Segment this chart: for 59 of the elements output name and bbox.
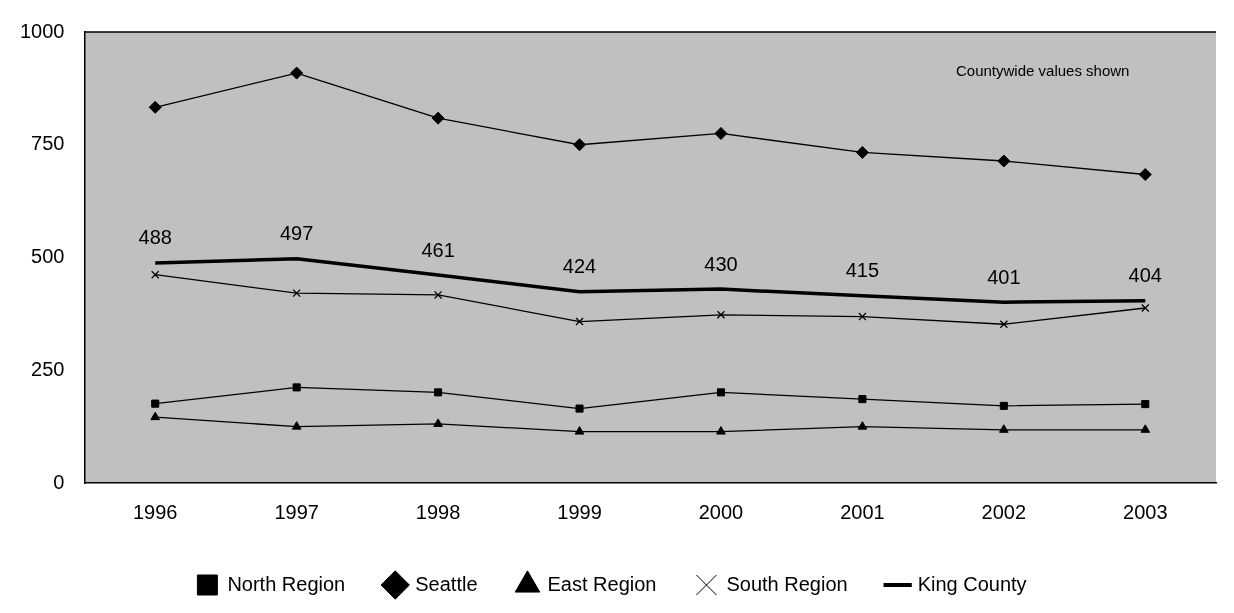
- legend-label: East Region: [547, 572, 657, 595]
- point: [148, 100, 162, 114]
- x-tick-label: 1997: [274, 500, 319, 523]
- x-tick-label: 1999: [557, 500, 602, 523]
- point: [1138, 168, 1152, 182]
- point: [857, 421, 868, 430]
- point: [573, 138, 587, 152]
- x-tick-label: 2003: [1123, 500, 1168, 523]
- point: [716, 426, 726, 435]
- legend-label: King County: [917, 572, 1027, 595]
- data-label: 424: [562, 255, 597, 278]
- point: [574, 426, 585, 435]
- point: [1141, 400, 1150, 409]
- point: [1140, 424, 1151, 433]
- point: [150, 411, 161, 421]
- x-tick-label: 2002: [981, 500, 1027, 523]
- point: [151, 270, 160, 279]
- data-label: 401: [987, 265, 1021, 288]
- point: [434, 388, 443, 397]
- y-tick-label: 1000: [19, 19, 65, 42]
- point: [855, 145, 869, 159]
- data-label: 430: [704, 252, 738, 275]
- point: [433, 418, 443, 427]
- point: [292, 288, 301, 298]
- y-tick-label: 0: [53, 470, 65, 493]
- point: [433, 290, 443, 300]
- point: [999, 320, 1009, 329]
- y-tick-label: 750: [31, 132, 65, 155]
- legend-label: South Region: [726, 572, 848, 595]
- y-tick-label: 250: [31, 357, 65, 380]
- point: [714, 126, 728, 140]
- point: [858, 312, 867, 321]
- point: [999, 424, 1009, 433]
- legend-label: North Region: [227, 572, 346, 595]
- point: [431, 111, 445, 125]
- data-label: 404: [1128, 264, 1162, 287]
- point: [291, 421, 302, 430]
- x-tick-label: 2000: [698, 500, 744, 523]
- legend-label: Seattle: [415, 572, 478, 595]
- point: [151, 399, 160, 408]
- data-label: 497: [279, 222, 314, 245]
- x-tick-label: 2001: [840, 500, 885, 523]
- x-tick-label: 1996: [132, 500, 178, 523]
- point: [858, 395, 867, 404]
- data-label: 415: [845, 259, 880, 282]
- x-tick-label: 1998: [415, 500, 461, 523]
- point: [999, 401, 1008, 410]
- point: [292, 383, 301, 392]
- point: [716, 388, 725, 397]
- point: [575, 317, 584, 326]
- annotation: Countywide values shown: [956, 62, 1130, 80]
- data-label: 461: [421, 238, 455, 261]
- point: [575, 404, 584, 413]
- point: [997, 154, 1011, 168]
- point: [1141, 303, 1150, 313]
- y-tick-label: 500: [31, 245, 65, 268]
- point: [716, 310, 726, 319]
- point: [290, 66, 304, 80]
- data-label: 488: [138, 226, 172, 249]
